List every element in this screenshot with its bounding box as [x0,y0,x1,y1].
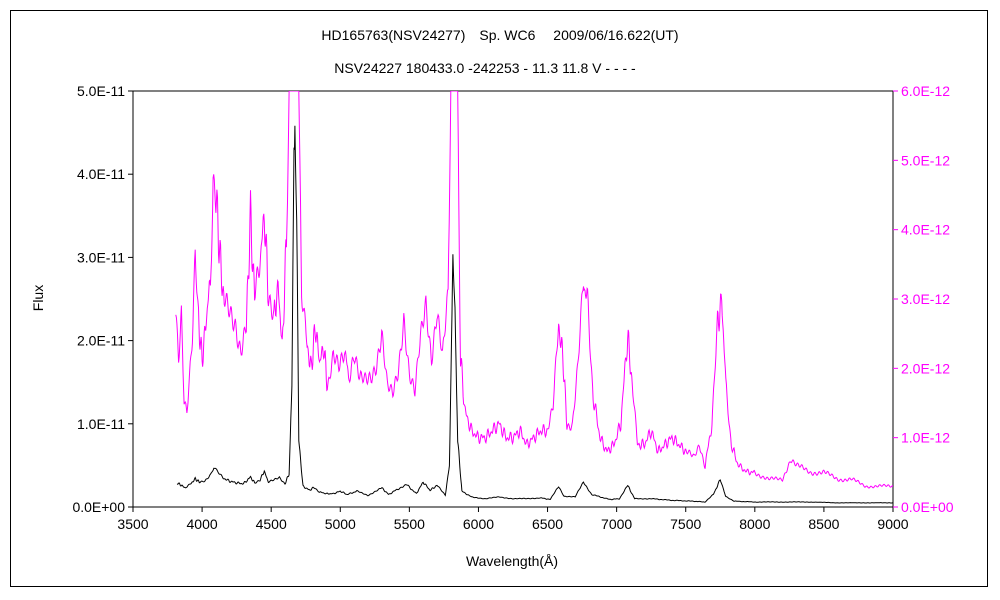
y-left-tick-label-5: 5.0E-11 [77,83,125,99]
y-right-tick-label-6: 6.0E-12 [901,83,950,99]
x-tick-label-11: 9000 [877,516,908,532]
y-right-tick-label-5: 5.0E-12 [901,152,950,168]
x-tick-label-3: 5000 [325,516,356,532]
x-tick-label-2: 4500 [256,516,287,532]
x-axis-label: Wavelength(Å) [466,553,558,569]
y-right-tick-label-1: 1.0E-12 [901,430,950,446]
x-tick-label-6: 6500 [532,516,563,532]
chart-subtitle: NSV24227 180433.0 -242253 - 11.3 11.8 V … [334,60,636,76]
x-tick-label-7: 7000 [601,516,632,532]
y-right-tick-label-4: 4.0E-12 [901,222,950,238]
y-left-tick-label-3: 3.0E-11 [77,249,125,265]
y-left-tick-label-2: 2.0E-11 [77,333,125,349]
series-line-0 [176,125,893,504]
y-axis-label: Flux [30,285,46,311]
x-tick-label-8: 7500 [670,516,701,532]
y-right-tick-label-3: 3.0E-12 [901,291,950,307]
x-tick-label-9: 8000 [739,516,770,532]
y-left-tick-label-4: 4.0E-11 [77,166,125,182]
x-tick-label-0: 3500 [117,516,148,532]
chart-frame [10,10,988,587]
y-right-tick-label-2: 2.0E-12 [901,360,950,376]
x-tick-label-1: 4000 [187,516,218,532]
x-tick-label-5: 6000 [463,516,494,532]
y-left-tick-label-0: 0.0E+00 [72,499,125,515]
plot-area: 3500 4000 4500 5000 5500 6000 6500 7000 7500 8000… [72,83,953,532]
y-right-tick-label-0: 0.0E+00 [901,499,954,515]
series-line-1 [175,91,893,489]
x-tick-label-4: 5500 [394,516,425,532]
y-left-tick-label-1: 1.0E-11 [77,416,125,432]
x-tick-label-10: 8500 [808,516,839,532]
chart-title: HD165763(NSV24277) Sp. WC6 2009/06/16.62… [321,27,678,43]
